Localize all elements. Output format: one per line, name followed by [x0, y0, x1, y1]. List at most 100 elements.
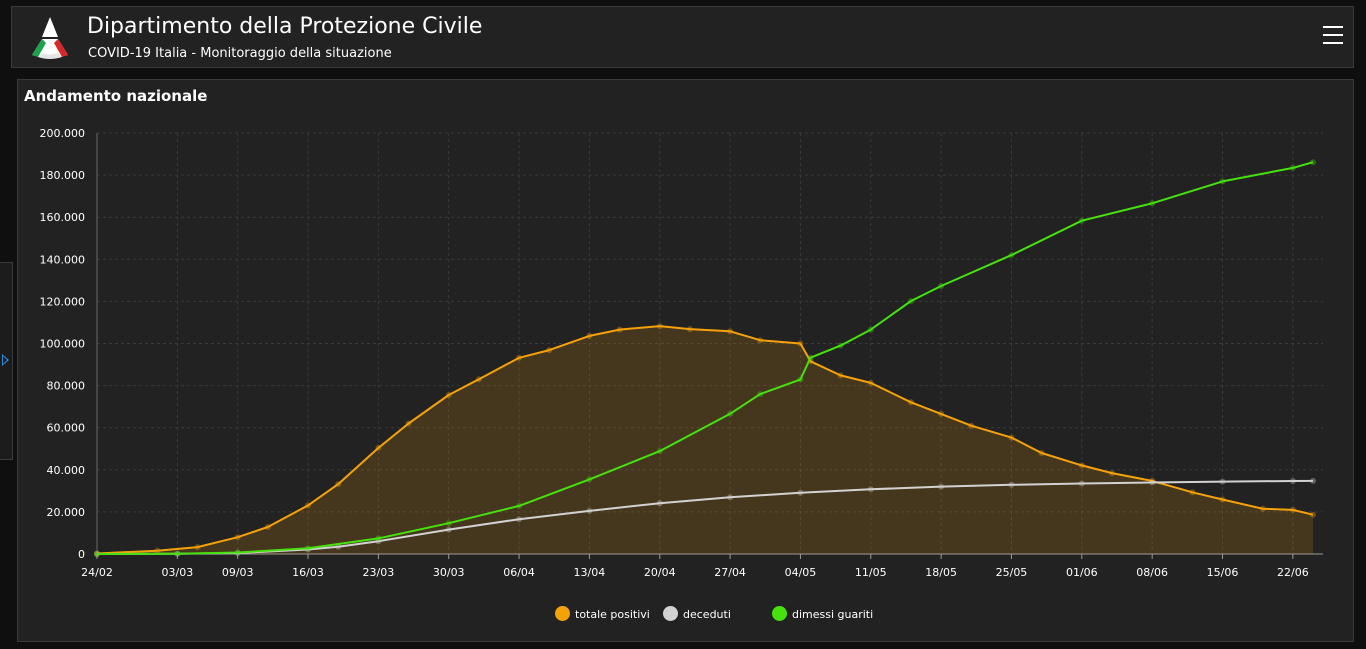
y-tick-label: 80.000	[47, 380, 86, 393]
data-point-positivi	[305, 502, 311, 509]
x-tick-label: 27/04	[714, 566, 746, 579]
data-point-positivi	[1189, 489, 1196, 496]
y-tick-label: 200.000	[40, 127, 86, 140]
legend-swatch-guariti	[772, 606, 787, 621]
expand-arrow-icon	[2, 354, 9, 366]
data-point-positivi	[797, 340, 804, 347]
data-point-positivi	[586, 332, 593, 339]
legend-label-positivi: totale positivi	[575, 608, 650, 621]
x-tick-label: 09/03	[222, 566, 254, 579]
hamburger-menu-icon[interactable]	[1323, 26, 1343, 44]
data-point-positivi	[938, 410, 945, 417]
y-tick-label: 60.000	[47, 422, 86, 435]
y-tick-label: 100.000	[40, 338, 86, 351]
data-point-guariti	[867, 326, 874, 333]
data-point-guariti	[375, 535, 382, 542]
data-point-deceduti	[1078, 480, 1085, 487]
national-trend-chart: 0 20.000 40.000 60.000 80.000 100.000 120.000 1…	[40, 127, 1323, 579]
data-point-guariti	[305, 545, 311, 552]
legend-swatch-deceduti	[663, 606, 678, 621]
data-point-deceduti	[1149, 479, 1156, 486]
data-point-deceduti	[516, 516, 523, 523]
data-point-guariti	[1078, 217, 1085, 224]
data-point-positivi	[475, 376, 482, 383]
data-point-positivi	[686, 326, 693, 333]
data-point-positivi	[656, 323, 663, 330]
x-tick-label: 20/04	[644, 566, 676, 579]
data-point-positivi	[1289, 506, 1296, 513]
data-point-guariti	[757, 391, 764, 398]
y-tick-label: 20.000	[47, 506, 86, 519]
data-point-deceduti	[656, 500, 663, 507]
chart-legend: totale positivi deceduti dimessi guariti	[18, 606, 1355, 624]
y-tick-label: 180.000	[40, 169, 86, 182]
data-point-positivi	[1310, 511, 1316, 518]
data-point-guariti	[727, 410, 734, 417]
data-point-guariti	[1219, 178, 1226, 185]
app-header: Dipartimento della Protezione Civile COV…	[11, 6, 1354, 68]
data-point-positivi	[1219, 496, 1226, 503]
data-point-guariti	[174, 550, 181, 557]
series-area-positivi	[97, 326, 1313, 554]
x-tick-label: 18/05	[925, 566, 957, 579]
x-tick-label: 13/04	[574, 566, 606, 579]
data-point-guariti	[837, 342, 844, 349]
side-panel-toggle[interactable]	[0, 262, 13, 460]
x-tick-label: 30/03	[433, 566, 465, 579]
data-point-positivi	[1109, 470, 1115, 477]
x-tick-label: 15/06	[1207, 566, 1239, 579]
x-tick-label: 03/03	[162, 566, 194, 579]
x-tick-label: 16/03	[292, 566, 324, 579]
data-point-positivi	[264, 524, 271, 530]
data-point-guariti	[807, 354, 814, 361]
data-point-deceduti	[1219, 478, 1226, 485]
data-point-positivi	[194, 544, 201, 551]
y-tick-label: 0	[78, 548, 85, 561]
chart-panel: Andamento nazionale 0 20.000 40.000 60.000 8…	[17, 79, 1354, 642]
data-point-positivi	[405, 420, 412, 427]
panel-title: Andamento nazionale	[24, 87, 208, 105]
data-point-positivi	[908, 399, 914, 406]
data-point-deceduti	[335, 543, 342, 550]
data-point-deceduti	[797, 489, 804, 496]
data-point-guariti	[234, 549, 241, 556]
data-point-deceduti	[867, 486, 874, 493]
x-tick-label: 25/05	[996, 566, 1028, 579]
legend-label-guariti: dimessi guariti	[792, 608, 874, 621]
data-point-guariti	[445, 520, 452, 527]
data-point-guariti	[1310, 159, 1316, 166]
x-tick-label: 22/06	[1277, 566, 1309, 579]
data-point-positivi	[234, 534, 241, 541]
data-point-deceduti	[1289, 478, 1296, 484]
y-tick-label: 120.000	[40, 295, 86, 308]
data-point-positivi	[516, 354, 523, 361]
data-point-positivi	[837, 372, 844, 379]
app-subtitle: COVID-19 Italia - Monitoraggio della sit…	[88, 46, 392, 61]
data-point-guariti	[586, 476, 593, 483]
y-tick-label: 140.000	[40, 253, 86, 266]
data-point-positivi	[757, 337, 764, 344]
data-point-positivi	[445, 392, 452, 398]
data-point-positivi	[375, 444, 382, 451]
data-point-guariti	[938, 283, 945, 289]
y-tick-label: 160.000	[40, 211, 86, 224]
data-point-positivi	[867, 379, 874, 386]
data-point-deceduti	[727, 494, 734, 501]
x-tick-label: 24/02	[81, 566, 113, 579]
data-point-deceduti	[938, 483, 945, 490]
legend-label-deceduti: deceduti	[683, 608, 731, 621]
data-point-positivi	[727, 328, 734, 335]
protezione-civile-logo-icon	[32, 17, 68, 59]
x-tick-label: 23/03	[363, 566, 395, 579]
series-line-positivi	[96, 325, 1314, 555]
data-point-positivi	[616, 326, 623, 333]
data-point-guariti	[516, 502, 523, 509]
x-tick-label: 01/06	[1066, 566, 1098, 579]
data-point-guariti	[1008, 252, 1015, 259]
x-tick-label: 11/05	[855, 566, 887, 579]
x-tick-label: 08/06	[1136, 566, 1168, 579]
data-point-guariti	[656, 448, 663, 455]
data-point-positivi	[546, 347, 553, 354]
data-point-deceduti	[1008, 481, 1015, 488]
data-point-positivi	[1038, 450, 1045, 456]
